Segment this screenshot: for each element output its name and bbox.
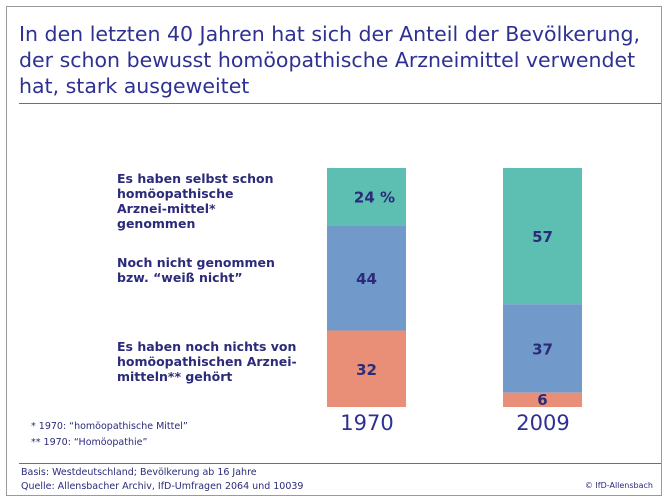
bar-segment-2009-2 <box>503 392 582 407</box>
chart-frame: In den letzten 40 Jahren hat sich der An… <box>6 6 662 496</box>
bar-segment-1970-0 <box>327 168 406 226</box>
bar-segment-2009-1 <box>503 304 582 393</box>
bar-segment-2009-0 <box>503 168 582 305</box>
legend-label-never-heard: Es haben noch nichts von homöopathischen… <box>117 339 297 384</box>
bar-chart: 24 % 44 32 57 37 6 <box>327 168 582 409</box>
footer-basis: Basis: Westdeutschland; Bevölkerung ab 1… <box>21 467 257 478</box>
data-label-2009-1: 37 <box>532 340 553 358</box>
data-label-2009-0: 57 <box>532 228 553 246</box>
footnote-1: * 1970: “homöopathische Mittel” <box>31 421 188 432</box>
data-label-1970-1: 44 <box>356 270 377 288</box>
legend-label-taken: Es haben selbst schon homöopathische Arz… <box>117 171 274 231</box>
x-tick-1970: 1970 <box>340 411 394 435</box>
bar-segment-1970-2 <box>327 330 406 407</box>
data-label-2009-2: 6 <box>537 391 547 409</box>
x-tick-2009: 2009 <box>516 411 570 435</box>
chart-title: In den letzten 40 Jahren hat sich der An… <box>19 22 640 98</box>
divider <box>19 463 661 464</box>
divider <box>19 103 661 104</box>
data-label-1970-2: 32 <box>356 361 377 379</box>
footer-copyright: © IfD-Allensbach <box>584 481 653 490</box>
footnote-2: ** 1970: “Homöopathie” <box>31 437 148 448</box>
bar-segment-1970-1 <box>327 225 406 331</box>
legend-label-not-taken: Noch nicht genommen bzw. “weiß nicht” <box>117 255 275 285</box>
data-label-1970-0: 24 % <box>354 189 395 207</box>
footer-source: Quelle: Allensbacher Archiv, IfD-Umfrage… <box>21 481 304 492</box>
